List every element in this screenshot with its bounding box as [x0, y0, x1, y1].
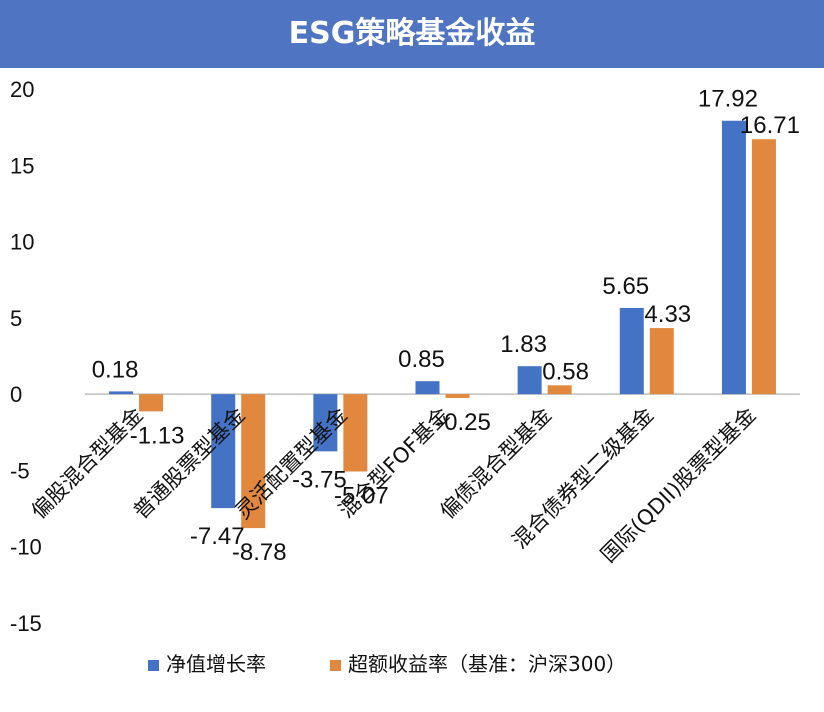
bar-excess-return: [649, 328, 674, 395]
y-tick-label: 0: [10, 382, 22, 407]
y-tick-label: 20: [10, 77, 34, 102]
bar-excess-return: [445, 394, 470, 398]
bar-net-growth: [313, 394, 338, 452]
data-label-net-growth: 0.85: [398, 346, 445, 373]
bar-net-growth: [721, 120, 746, 395]
bar-net-growth: [415, 381, 440, 395]
data-label-excess-return: 16.71: [740, 112, 800, 139]
data-label-excess-return: 4.33: [644, 301, 691, 328]
bar-net-growth: [619, 307, 644, 395]
bar-excess-return: [547, 385, 572, 395]
y-tick-label: 10: [10, 230, 34, 255]
legend-swatch-net-growth: [148, 660, 159, 671]
bar-excess-return: [751, 139, 776, 395]
bar-excess-return: [139, 394, 164, 412]
data-label-excess-return: -8.78: [232, 539, 287, 566]
data-label-excess-return: -0.25: [436, 409, 491, 436]
chart-title: ESG策略基金收益: [288, 16, 536, 51]
data-label-net-growth: 17.92: [698, 86, 758, 113]
data-label-net-growth: 1.83: [500, 331, 547, 358]
legend-swatch-excess-return: [330, 660, 341, 671]
title-bar: [0, 0, 824, 68]
data-label-net-growth: 0.18: [92, 356, 139, 383]
legend-label-net-growth: 净值增长率: [166, 652, 266, 676]
y-tick-label: -5: [10, 458, 30, 483]
y-tick-label: 5: [10, 306, 22, 331]
data-label-excess-return: 0.58: [542, 358, 589, 385]
y-tick-label: -10: [10, 535, 42, 560]
data-label-net-growth: -7.47: [190, 523, 245, 550]
bar-excess-return: [241, 394, 266, 529]
data-label-net-growth: -3.75: [292, 466, 347, 493]
bar-net-growth: [109, 391, 134, 395]
bar-excess-return: [343, 394, 368, 472]
data-label-excess-return: -5.07: [334, 482, 389, 509]
bar-net-growth: [211, 394, 236, 509]
bar-net-growth: [517, 366, 542, 395]
data-label-net-growth: 5.65: [602, 273, 649, 300]
legend-label-excess-return: 超额收益率（基准：沪深300）: [348, 652, 626, 676]
y-tick-label: -15: [10, 611, 42, 636]
y-tick-label: 15: [10, 153, 34, 178]
data-label-excess-return: -1.13: [130, 422, 185, 449]
